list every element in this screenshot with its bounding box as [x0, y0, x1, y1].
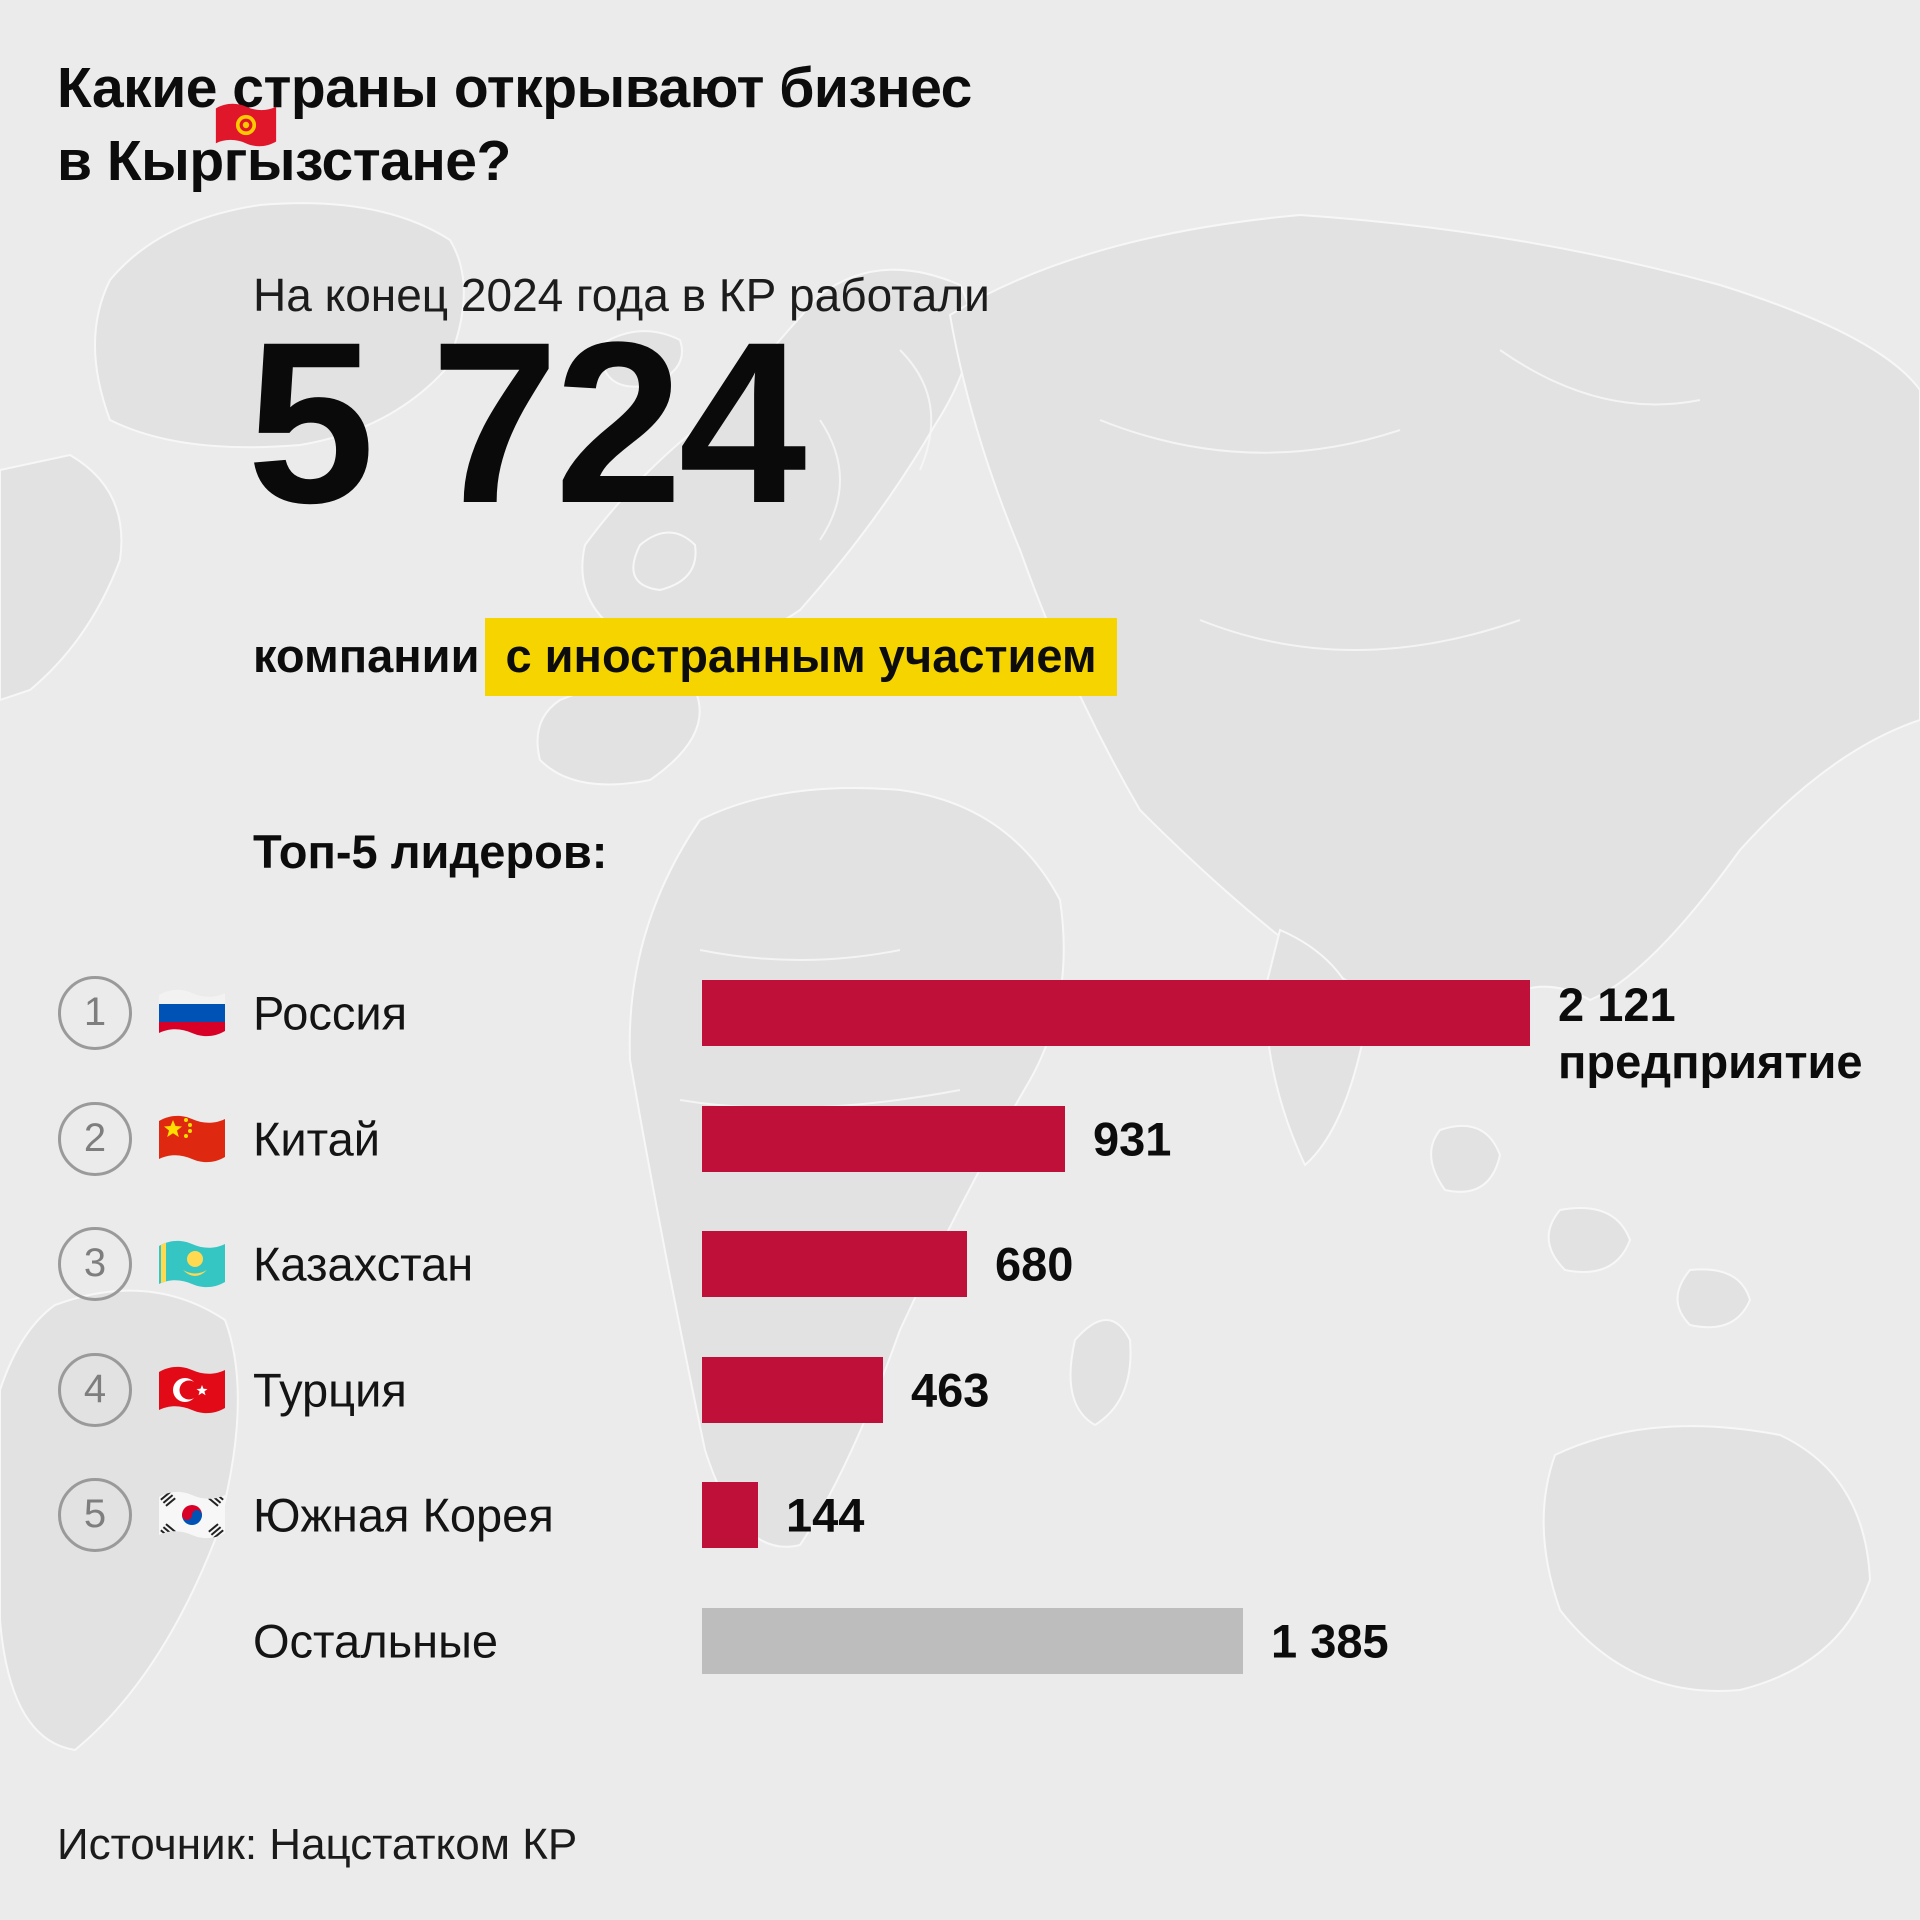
bar — [702, 980, 1530, 1046]
country-label: Остальные — [253, 1614, 498, 1668]
bar-value: 931 — [1093, 1110, 1171, 1167]
bar-value: 144 — [786, 1486, 864, 1543]
bar — [702, 1106, 1065, 1172]
bar-value-number: 144 — [786, 1488, 865, 1542]
country-label: Казахстан — [253, 1237, 474, 1291]
bar-value-number: 680 — [995, 1237, 1074, 1291]
bar-value-number: 1 385 — [1271, 1614, 1389, 1668]
chart-row: 2 Китай 931 — [0, 1076, 1920, 1202]
page-title: Какие страны открывают бизнес в Кыргызст… — [57, 52, 1357, 198]
rank-number: 2 — [83, 1115, 107, 1160]
bar — [702, 1482, 758, 1548]
rank-badge: 5 — [58, 1478, 132, 1552]
intro-caption: компании с иностранным участием — [253, 618, 1117, 696]
rank-badge: 3 — [58, 1227, 132, 1301]
bar-value: 680 — [995, 1235, 1073, 1292]
bar-value: 2 121 предприятие — [1558, 976, 1863, 1091]
rank-badge: 4 — [58, 1353, 132, 1427]
bar — [702, 1608, 1243, 1674]
bar-value-unit: предприятие — [1558, 1035, 1863, 1089]
bar-value-number: 463 — [911, 1363, 990, 1417]
rank-badge: 1 — [58, 976, 132, 1050]
kazakhstan-flag-icon — [156, 1237, 228, 1291]
bar — [702, 1357, 883, 1423]
rank-badge: 2 — [58, 1102, 132, 1176]
chart-row: 3 Казахстан 680 — [0, 1201, 1920, 1327]
rank-number: 5 — [83, 1491, 107, 1536]
intro-subtitle: На конец 2024 года в КР работали — [253, 269, 990, 321]
page-title-line2: в Кыргызстане? — [57, 128, 511, 193]
chart-row: 1 Россия 2 121 предприятие — [0, 950, 1920, 1088]
rank-number: 3 — [83, 1240, 107, 1285]
chart-row: 5 Южная Корея 144 — [0, 1452, 1920, 1578]
country-label: Турция — [253, 1363, 407, 1417]
bar-value-number: 931 — [1093, 1112, 1172, 1166]
south-korea-flag-icon — [156, 1488, 228, 1542]
bar-value: 463 — [911, 1361, 989, 1418]
russia-flag-icon — [156, 986, 228, 1040]
kyrgyzstan-flag-icon — [213, 100, 279, 150]
caption-plain-text: компании — [253, 629, 480, 682]
page-title-line1: Какие страны открывают бизнес — [57, 56, 972, 120]
bar — [702, 1231, 967, 1297]
country-label: Южная Корея — [253, 1488, 554, 1542]
rank-number: 1 — [83, 989, 107, 1034]
country-label: Китай — [253, 1112, 381, 1166]
turkey-flag-icon — [156, 1363, 228, 1417]
total-companies-number: 5 724 — [247, 294, 807, 551]
caption-highlighted-text: с иностранным участием — [485, 618, 1117, 696]
chart-title: Топ-5 лидеров: — [253, 825, 608, 878]
bar-value: 1 385 — [1271, 1612, 1389, 1669]
china-flag-icon — [156, 1112, 228, 1166]
chart-row: Остальные 1 385 — [0, 1578, 1920, 1704]
chart-row: 4 Турция 463 — [0, 1327, 1920, 1453]
bar-value-number: 2 121 — [1558, 978, 1676, 1031]
country-label: Россия — [253, 986, 408, 1040]
rank-number: 4 — [83, 1366, 107, 1411]
source-note: Источник: Нацстатком КР — [57, 1820, 578, 1869]
